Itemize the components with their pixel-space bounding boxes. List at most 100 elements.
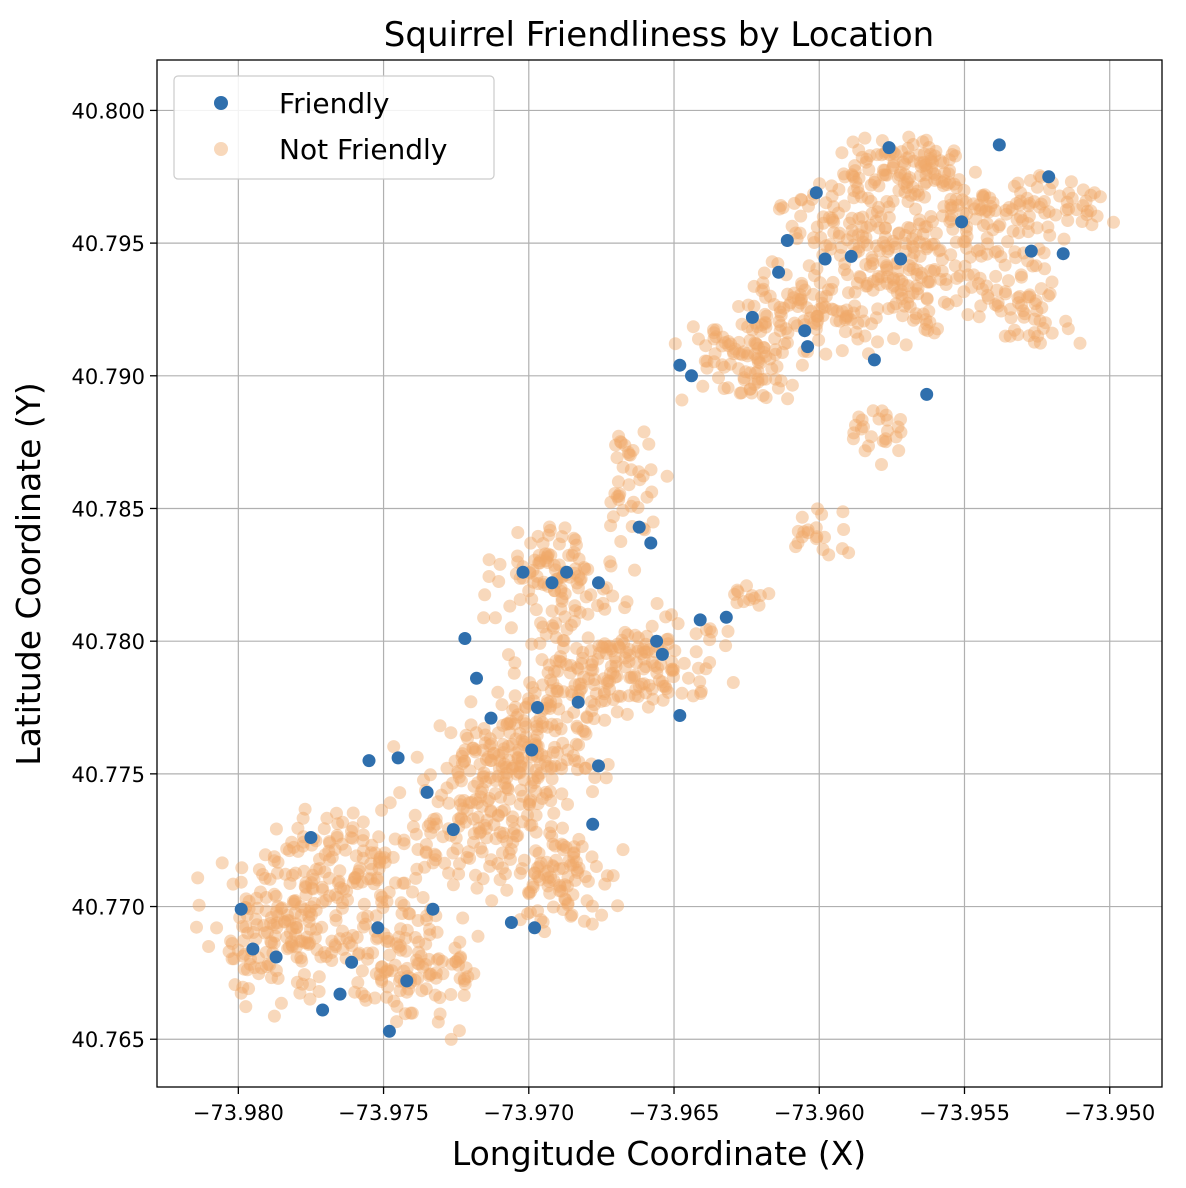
point-not-friendly — [540, 551, 554, 565]
point-not-friendly — [226, 877, 240, 891]
point-not-friendly — [682, 671, 695, 685]
point-not-friendly — [797, 314, 811, 328]
point-not-friendly — [752, 598, 766, 612]
point-not-friendly — [894, 283, 908, 297]
point-not-friendly — [567, 847, 580, 861]
point-not-friendly — [528, 866, 542, 880]
point-friendly — [685, 369, 698, 383]
point-not-friendly — [726, 676, 740, 689]
point-friendly — [673, 709, 687, 722]
point-not-friendly — [330, 829, 344, 842]
point-not-friendly — [791, 300, 805, 313]
point-friendly — [920, 387, 934, 401]
point-not-friendly — [597, 687, 611, 701]
point-not-friendly — [642, 678, 656, 692]
point-not-friendly — [813, 276, 827, 290]
point-not-friendly — [628, 563, 642, 577]
point-not-friendly — [560, 879, 574, 893]
point-not-friendly — [444, 988, 458, 1001]
point-not-friendly — [937, 295, 951, 309]
point-not-friendly — [475, 845, 489, 859]
point-not-friendly — [254, 885, 267, 899]
point-friendly — [894, 252, 908, 266]
point-not-friendly — [240, 963, 254, 977]
point-not-friendly — [879, 221, 892, 235]
point-not-friendly — [509, 732, 523, 746]
point-not-friendly — [543, 886, 557, 900]
point-not-friendly — [1090, 209, 1104, 223]
point-not-friendly — [255, 961, 268, 975]
point-not-friendly — [597, 672, 611, 686]
point-not-friendly — [983, 191, 997, 205]
point-not-friendly — [919, 168, 933, 182]
point-not-friendly — [359, 993, 373, 1007]
point-not-friendly — [631, 640, 645, 654]
point-not-friendly — [575, 681, 589, 695]
point-not-friendly — [823, 210, 836, 224]
point-not-friendly — [606, 869, 620, 883]
point-not-friendly — [847, 184, 861, 198]
point-not-friendly — [397, 964, 411, 978]
point-not-friendly — [902, 290, 916, 304]
point-not-friendly — [913, 217, 926, 231]
point-not-friendly — [874, 210, 888, 224]
point-not-friendly — [937, 200, 951, 214]
point-not-friendly — [903, 300, 917, 314]
point-not-friendly — [265, 936, 279, 950]
point-not-friendly — [847, 170, 861, 184]
point-not-friendly — [927, 326, 941, 340]
point-not-friendly — [269, 822, 283, 836]
point-not-friendly — [551, 664, 565, 678]
point-not-friendly — [636, 469, 650, 483]
point-not-friendly — [513, 866, 527, 880]
point-not-friendly — [591, 652, 605, 666]
point-not-friendly — [456, 757, 469, 770]
point-not-friendly — [534, 616, 548, 630]
point-not-friendly — [709, 323, 723, 337]
point-not-friendly — [845, 223, 859, 237]
point-not-friendly — [614, 535, 628, 548]
point-not-friendly — [294, 900, 308, 914]
point-not-friendly — [231, 943, 245, 957]
point-not-friendly — [531, 529, 545, 543]
point-not-friendly — [854, 422, 868, 436]
point-not-friendly — [415, 984, 429, 998]
point-not-friendly — [286, 894, 300, 908]
point-not-friendly — [458, 754, 471, 768]
point-not-friendly — [397, 837, 411, 851]
point-not-friendly — [267, 887, 281, 901]
point-not-friendly — [741, 346, 755, 360]
point-not-friendly — [348, 871, 362, 885]
point-not-friendly — [493, 557, 507, 571]
point-not-friendly — [546, 860, 560, 874]
point-not-friendly — [500, 883, 514, 897]
point-not-friendly — [285, 835, 299, 849]
point-not-friendly — [387, 994, 401, 1008]
point-not-friendly — [857, 420, 870, 434]
point-not-friendly — [1009, 197, 1023, 210]
axis-ticks: −73.980 −73.975 −73.970 −73.965 −73.960 −73.9… — [72, 99, 1156, 1125]
point-not-friendly — [459, 815, 472, 829]
point-not-friendly — [227, 952, 241, 966]
point-not-friendly — [947, 144, 961, 158]
point-not-friendly — [429, 966, 443, 980]
point-not-friendly — [317, 822, 331, 836]
point-not-friendly — [699, 339, 713, 353]
point-friendly — [420, 785, 434, 799]
point-not-friendly — [244, 952, 257, 966]
point-friendly — [382, 1024, 396, 1038]
point-not-friendly — [869, 214, 883, 228]
point-not-friendly — [637, 652, 651, 666]
point-not-friendly — [387, 740, 401, 754]
point-not-friendly — [898, 167, 912, 181]
point-not-friendly — [795, 276, 809, 290]
point-not-friendly — [627, 668, 641, 682]
point-not-friendly — [484, 754, 498, 767]
point-not-friendly — [919, 175, 933, 189]
point-not-friendly — [866, 404, 880, 418]
point-not-friendly — [318, 865, 332, 879]
point-not-friendly — [694, 684, 708, 698]
point-not-friendly — [852, 186, 866, 200]
point-not-friendly — [526, 681, 540, 694]
point-not-friendly — [944, 198, 958, 212]
